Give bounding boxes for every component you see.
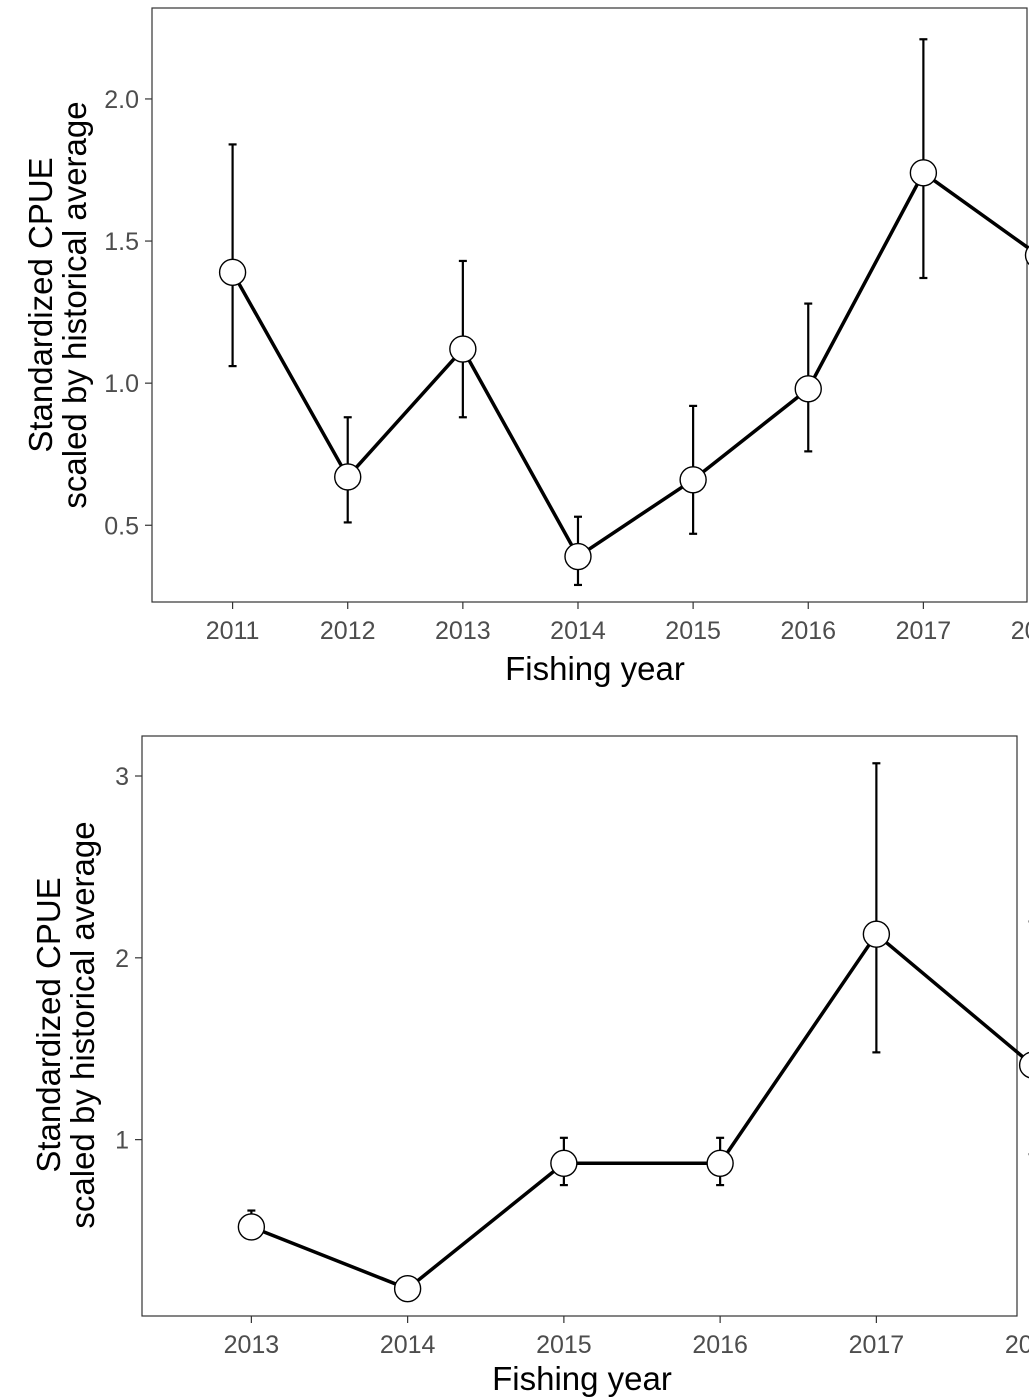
cpue-chart-top: 2011 2012 2013 2014 2015 2016 2017 2018 0.5 1.0 1.… bbox=[22, 7, 1029, 687]
x-axis-title: Fishing year bbox=[505, 650, 685, 687]
y-tick-label: 1.0 bbox=[104, 370, 139, 398]
data-point bbox=[449, 335, 477, 363]
y-axis-title: Standardized CPUE scaled by historical a… bbox=[22, 101, 93, 508]
data-point bbox=[393, 1275, 422, 1303]
x-axis-title: Fishing year bbox=[492, 1360, 672, 1397]
x-tick-label: 2013 bbox=[224, 1331, 280, 1359]
y-tick-label: 0.5 bbox=[104, 512, 139, 540]
y-axis-title-line-1: Standardized CPUE bbox=[30, 877, 67, 1172]
data-point bbox=[794, 375, 822, 403]
chart-marks: 2013 2014 2015 2016 2017 2018 1 2 3 bbox=[115, 762, 1029, 1359]
data-point bbox=[334, 463, 362, 491]
data-point bbox=[862, 920, 891, 948]
data-point bbox=[1024, 245, 1029, 266]
x-tick-label: 2018 bbox=[1005, 1331, 1029, 1359]
data-point bbox=[909, 159, 938, 187]
x-tick-label: 2014 bbox=[550, 617, 606, 645]
plot-frame bbox=[151, 7, 1028, 603]
x-tick-label: 2018 bbox=[1011, 617, 1029, 645]
data-point bbox=[218, 258, 247, 287]
x-tick-label: 2015 bbox=[536, 1331, 592, 1359]
data-point bbox=[679, 466, 707, 494]
x-tick-label: 2011 bbox=[206, 617, 260, 645]
x-tick-label: 2017 bbox=[896, 617, 952, 645]
data-point bbox=[564, 542, 592, 571]
y-tick-label: 2 bbox=[115, 945, 129, 973]
y-tick-label: 1.5 bbox=[104, 228, 139, 256]
y-axis-title-line-1: Standardized CPUE bbox=[22, 157, 59, 452]
plot-frame bbox=[141, 735, 1018, 1317]
cpue-chart-bottom: 2013 2014 2015 2016 2017 2018 1 2 3 Fishing year… bbox=[30, 735, 1029, 1397]
series-line bbox=[231, 171, 1029, 559]
data-point bbox=[237, 1213, 266, 1241]
y-tick-label: 2.0 bbox=[104, 86, 139, 114]
y-tick-label: 1 bbox=[115, 1127, 129, 1155]
data-point bbox=[1018, 1051, 1029, 1079]
y-tick-label: 3 bbox=[115, 763, 129, 791]
chart-marks: 2011 2012 2013 2014 2015 2016 2017 2018 0.5 1.0 1.… bbox=[104, 38, 1029, 645]
x-tick-label: 2012 bbox=[320, 617, 376, 645]
x-tick-label: 2017 bbox=[849, 1331, 905, 1359]
x-tick-label: 2013 bbox=[435, 617, 491, 645]
y-axis-title-line-2: scaled by historical average bbox=[64, 821, 101, 1228]
y-axis-title: Standardized CPUE scaled by historical a… bbox=[30, 821, 101, 1228]
x-tick-label: 2015 bbox=[665, 617, 721, 645]
data-point bbox=[706, 1149, 734, 1177]
x-tick-label: 2014 bbox=[380, 1331, 436, 1359]
x-tick-label: 2016 bbox=[780, 617, 836, 645]
y-axis-title-line-2: scaled by historical average bbox=[56, 101, 93, 508]
data-point bbox=[550, 1149, 578, 1177]
series-line bbox=[250, 932, 1029, 1291]
x-tick-label: 2016 bbox=[692, 1331, 748, 1359]
